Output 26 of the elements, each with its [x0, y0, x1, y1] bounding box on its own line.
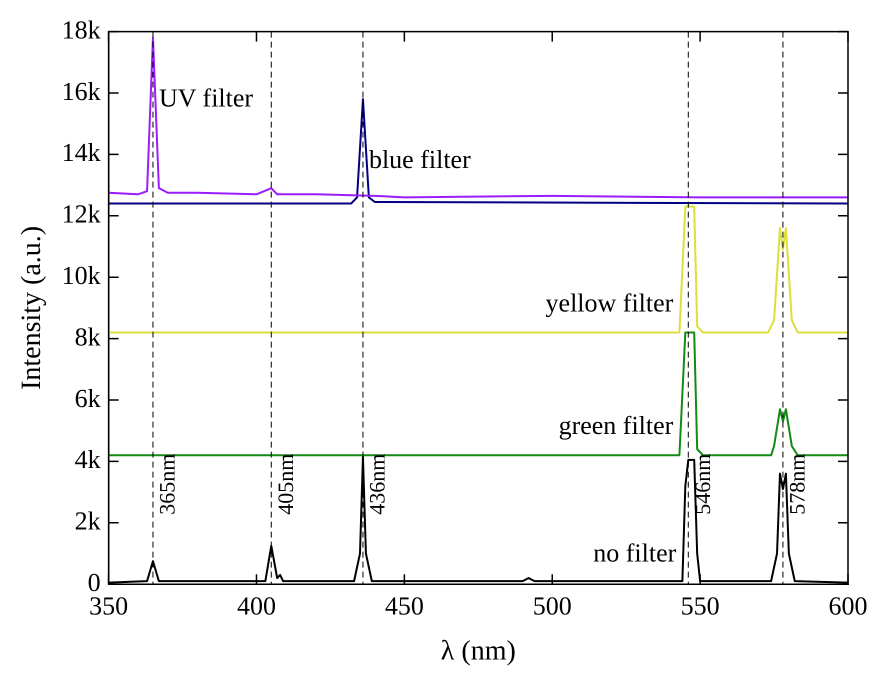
- x-axis-title: λ (nm): [440, 636, 516, 667]
- x-tick-label: 600: [828, 592, 868, 621]
- ref-line-label: 365nm: [154, 454, 180, 515]
- y-tick-label: 18k: [62, 15, 101, 44]
- y-tick-label: 12k: [62, 200, 101, 229]
- series-label: UV filter: [158, 84, 254, 113]
- y-tick-label: 10k: [62, 261, 101, 290]
- y-tick-label: 4k: [74, 445, 101, 474]
- ref-line-label: 546nm: [690, 454, 716, 515]
- x-tick-label: 400: [236, 592, 276, 621]
- y-axis-title: Intensity (a.u.): [16, 226, 48, 390]
- ref-line-label: 436nm: [364, 454, 390, 515]
- series-label: green filter: [558, 411, 674, 440]
- x-tick-label: 500: [532, 592, 572, 621]
- y-tick-label: 16k: [62, 76, 101, 106]
- series-label: blue filter: [368, 144, 472, 174]
- series-label: no filter: [593, 538, 677, 568]
- ref-line-label: 578nm: [784, 454, 810, 515]
- y-tick-label: 14k: [62, 138, 101, 168]
- y-tick-label: 8k: [74, 322, 101, 352]
- series-label: yellow filter: [546, 288, 674, 318]
- ref-line-label: 405nm: [273, 454, 298, 515]
- x-tick-label: 550: [680, 592, 720, 621]
- y-tick-label: 6k: [74, 384, 101, 413]
- x-tick-label: 450: [384, 592, 424, 621]
- y-tick-label: 2k: [74, 506, 101, 536]
